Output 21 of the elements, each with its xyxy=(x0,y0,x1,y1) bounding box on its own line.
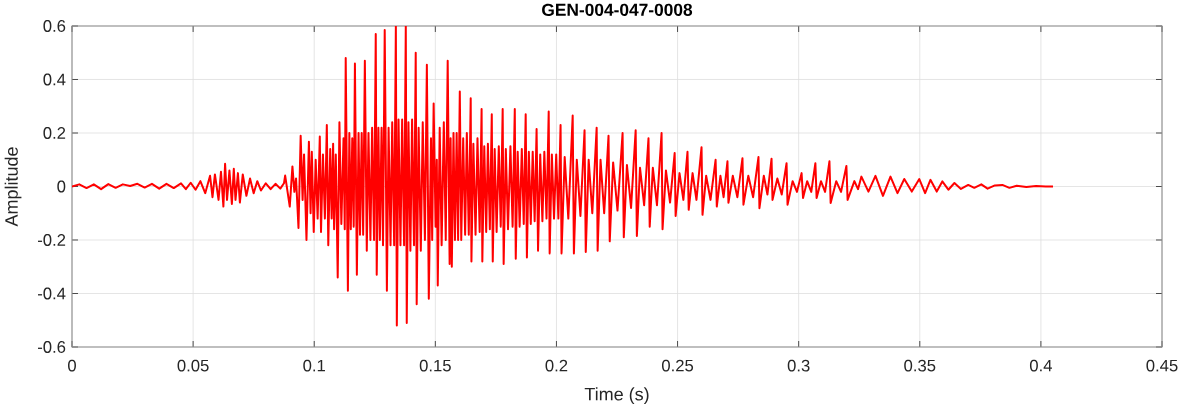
y-tick-label: -0.6 xyxy=(37,341,66,353)
line-series xyxy=(72,26,1055,327)
x-tick-label: 0.45 xyxy=(1146,359,1178,372)
y-tick-label: 0.6 xyxy=(43,20,66,32)
chart-title: GEN-004-047-0008 xyxy=(542,3,693,16)
y-tick-label: 0 xyxy=(57,180,66,193)
x-tick-label: 0 xyxy=(68,359,76,372)
x-tick-label: 0.05 xyxy=(177,359,209,372)
y-tick-label: 0.2 xyxy=(43,127,66,139)
x-axis-title: Time (s) xyxy=(584,387,649,404)
y-tick-label: -0.4 xyxy=(37,287,66,300)
y-tick-label: 0.4 xyxy=(43,73,66,86)
x-tick-label: 0.2 xyxy=(545,359,568,372)
x-tick-label: 0.35 xyxy=(904,359,936,372)
x-tick-label: 0.3 xyxy=(787,359,810,372)
y-axis-title: Amplitude xyxy=(4,147,22,227)
y-tick-label: -0.2 xyxy=(37,234,66,246)
x-tick-label: 0.1 xyxy=(303,359,325,372)
x-tick-label: 0.4 xyxy=(1029,359,1052,372)
x-tick-label: 0.15 xyxy=(419,359,451,372)
x-tick-label: 0.25 xyxy=(661,359,694,372)
